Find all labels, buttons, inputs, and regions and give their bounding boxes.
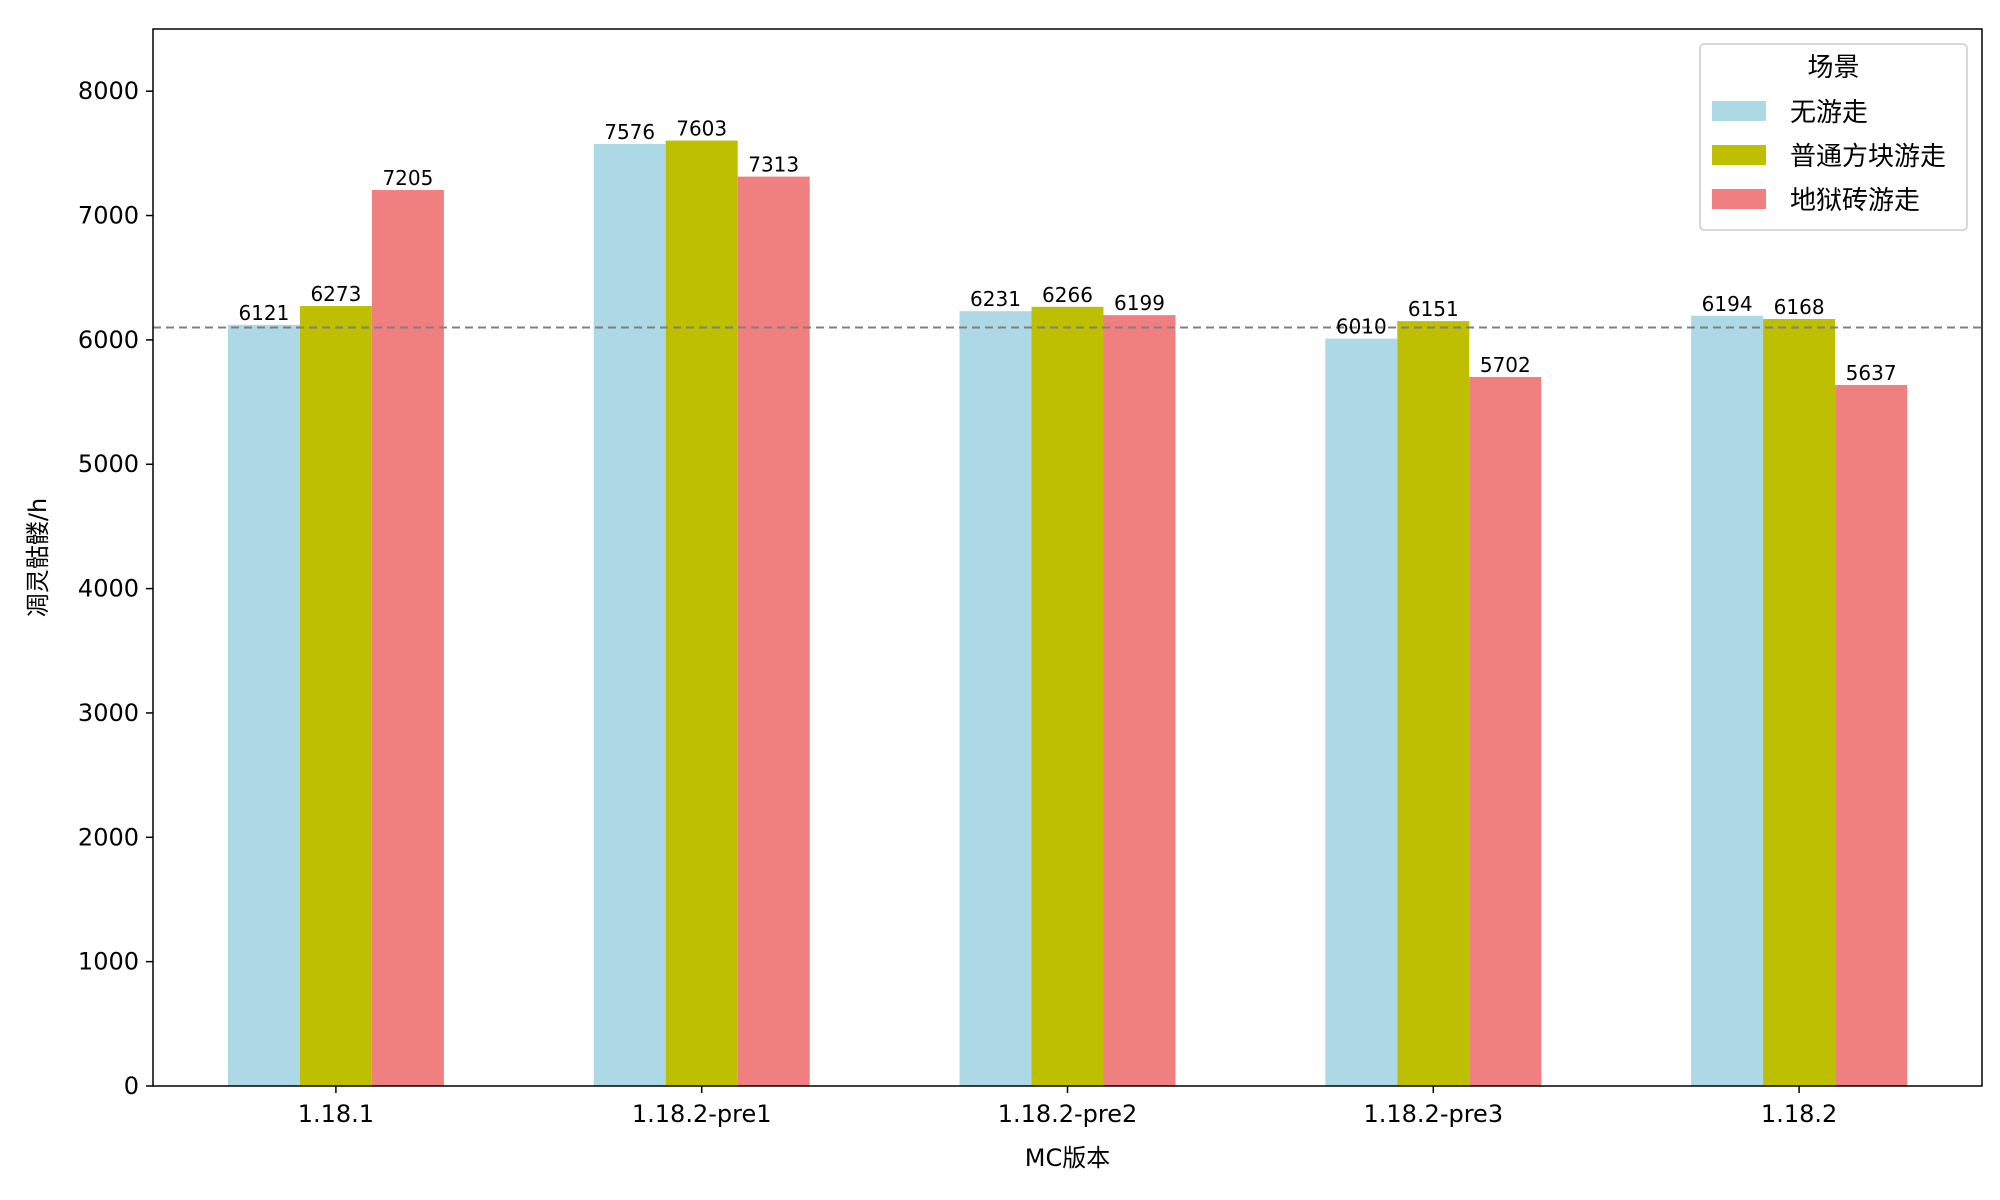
y-tick-label: 7000: [78, 202, 139, 230]
bar-1-1: [227, 324, 300, 1086]
data-label: 7205: [382, 166, 433, 190]
legend-swatch: [1712, 145, 1766, 165]
data-label: 7576: [604, 120, 655, 144]
data-label: 6194: [1702, 292, 1753, 316]
data-label: 7313: [748, 153, 799, 177]
x-tick-label: 1.18.2: [1761, 1100, 1837, 1128]
x-tick-label: 1.18.2-pre3: [1363, 1100, 1503, 1128]
y-tick-label: 4000: [78, 575, 139, 603]
data-label: 5702: [1480, 353, 1531, 377]
y-tick-label: 1000: [78, 948, 139, 976]
y-tick-label: 6000: [78, 326, 139, 354]
bar-2-2: [665, 140, 738, 1087]
data-label: 7603: [676, 117, 727, 141]
y-tick-label: 3000: [78, 699, 139, 727]
data-label: 6168: [1774, 295, 1825, 319]
bar-3-3: [1103, 315, 1176, 1086]
legend-swatch: [1712, 189, 1766, 209]
data-label: 6151: [1408, 297, 1459, 321]
y-tick-label: 8000: [78, 77, 139, 105]
legend-item-label: 地狱砖游走: [1790, 186, 1920, 216]
x-tick-label: 1.18.2-pre2: [998, 1100, 1138, 1128]
bar-2-1: [299, 305, 372, 1087]
bar-1-4: [1325, 338, 1398, 1087]
bar-3-4: [1469, 376, 1542, 1086]
legend-swatch: [1712, 101, 1766, 121]
data-label: 5637: [1846, 361, 1897, 385]
data-label: 6266: [1042, 283, 1093, 307]
y-tick-label: 5000: [78, 450, 139, 478]
legend-title: 场景: [1807, 53, 1859, 83]
legend-item-label: 普通方块游走: [1790, 142, 1946, 172]
y-tick-label: 0: [124, 1072, 139, 1100]
bar-3-2: [737, 176, 810, 1086]
data-label: 6273: [310, 282, 361, 306]
data-label: 6199: [1114, 291, 1165, 315]
bar-2-4: [1397, 321, 1470, 1086]
data-label: 6010: [1336, 315, 1387, 339]
bar-1-3: [959, 311, 1032, 1086]
legend-item-label: 无游走: [1790, 98, 1868, 128]
y-tick-label: 2000: [78, 823, 139, 851]
bar-2-5: [1763, 318, 1836, 1086]
bar-1-5: [1691, 315, 1764, 1086]
bar-3-5: [1835, 385, 1908, 1086]
data-label: 6121: [238, 301, 289, 325]
x-tick-label: 1.18.1: [298, 1100, 374, 1128]
data-label: 6231: [970, 287, 1021, 311]
x-tick-label: 1.18.2-pre1: [632, 1100, 772, 1128]
bar-2-3: [1031, 306, 1104, 1087]
bar-1-2: [593, 143, 666, 1087]
legend-box: [1699, 43, 1968, 231]
bar-3-1: [371, 190, 444, 1087]
x-axis-title: MC版本: [1025, 1144, 1110, 1172]
y-axis-title: 凋灵骷髅/h: [24, 498, 52, 617]
